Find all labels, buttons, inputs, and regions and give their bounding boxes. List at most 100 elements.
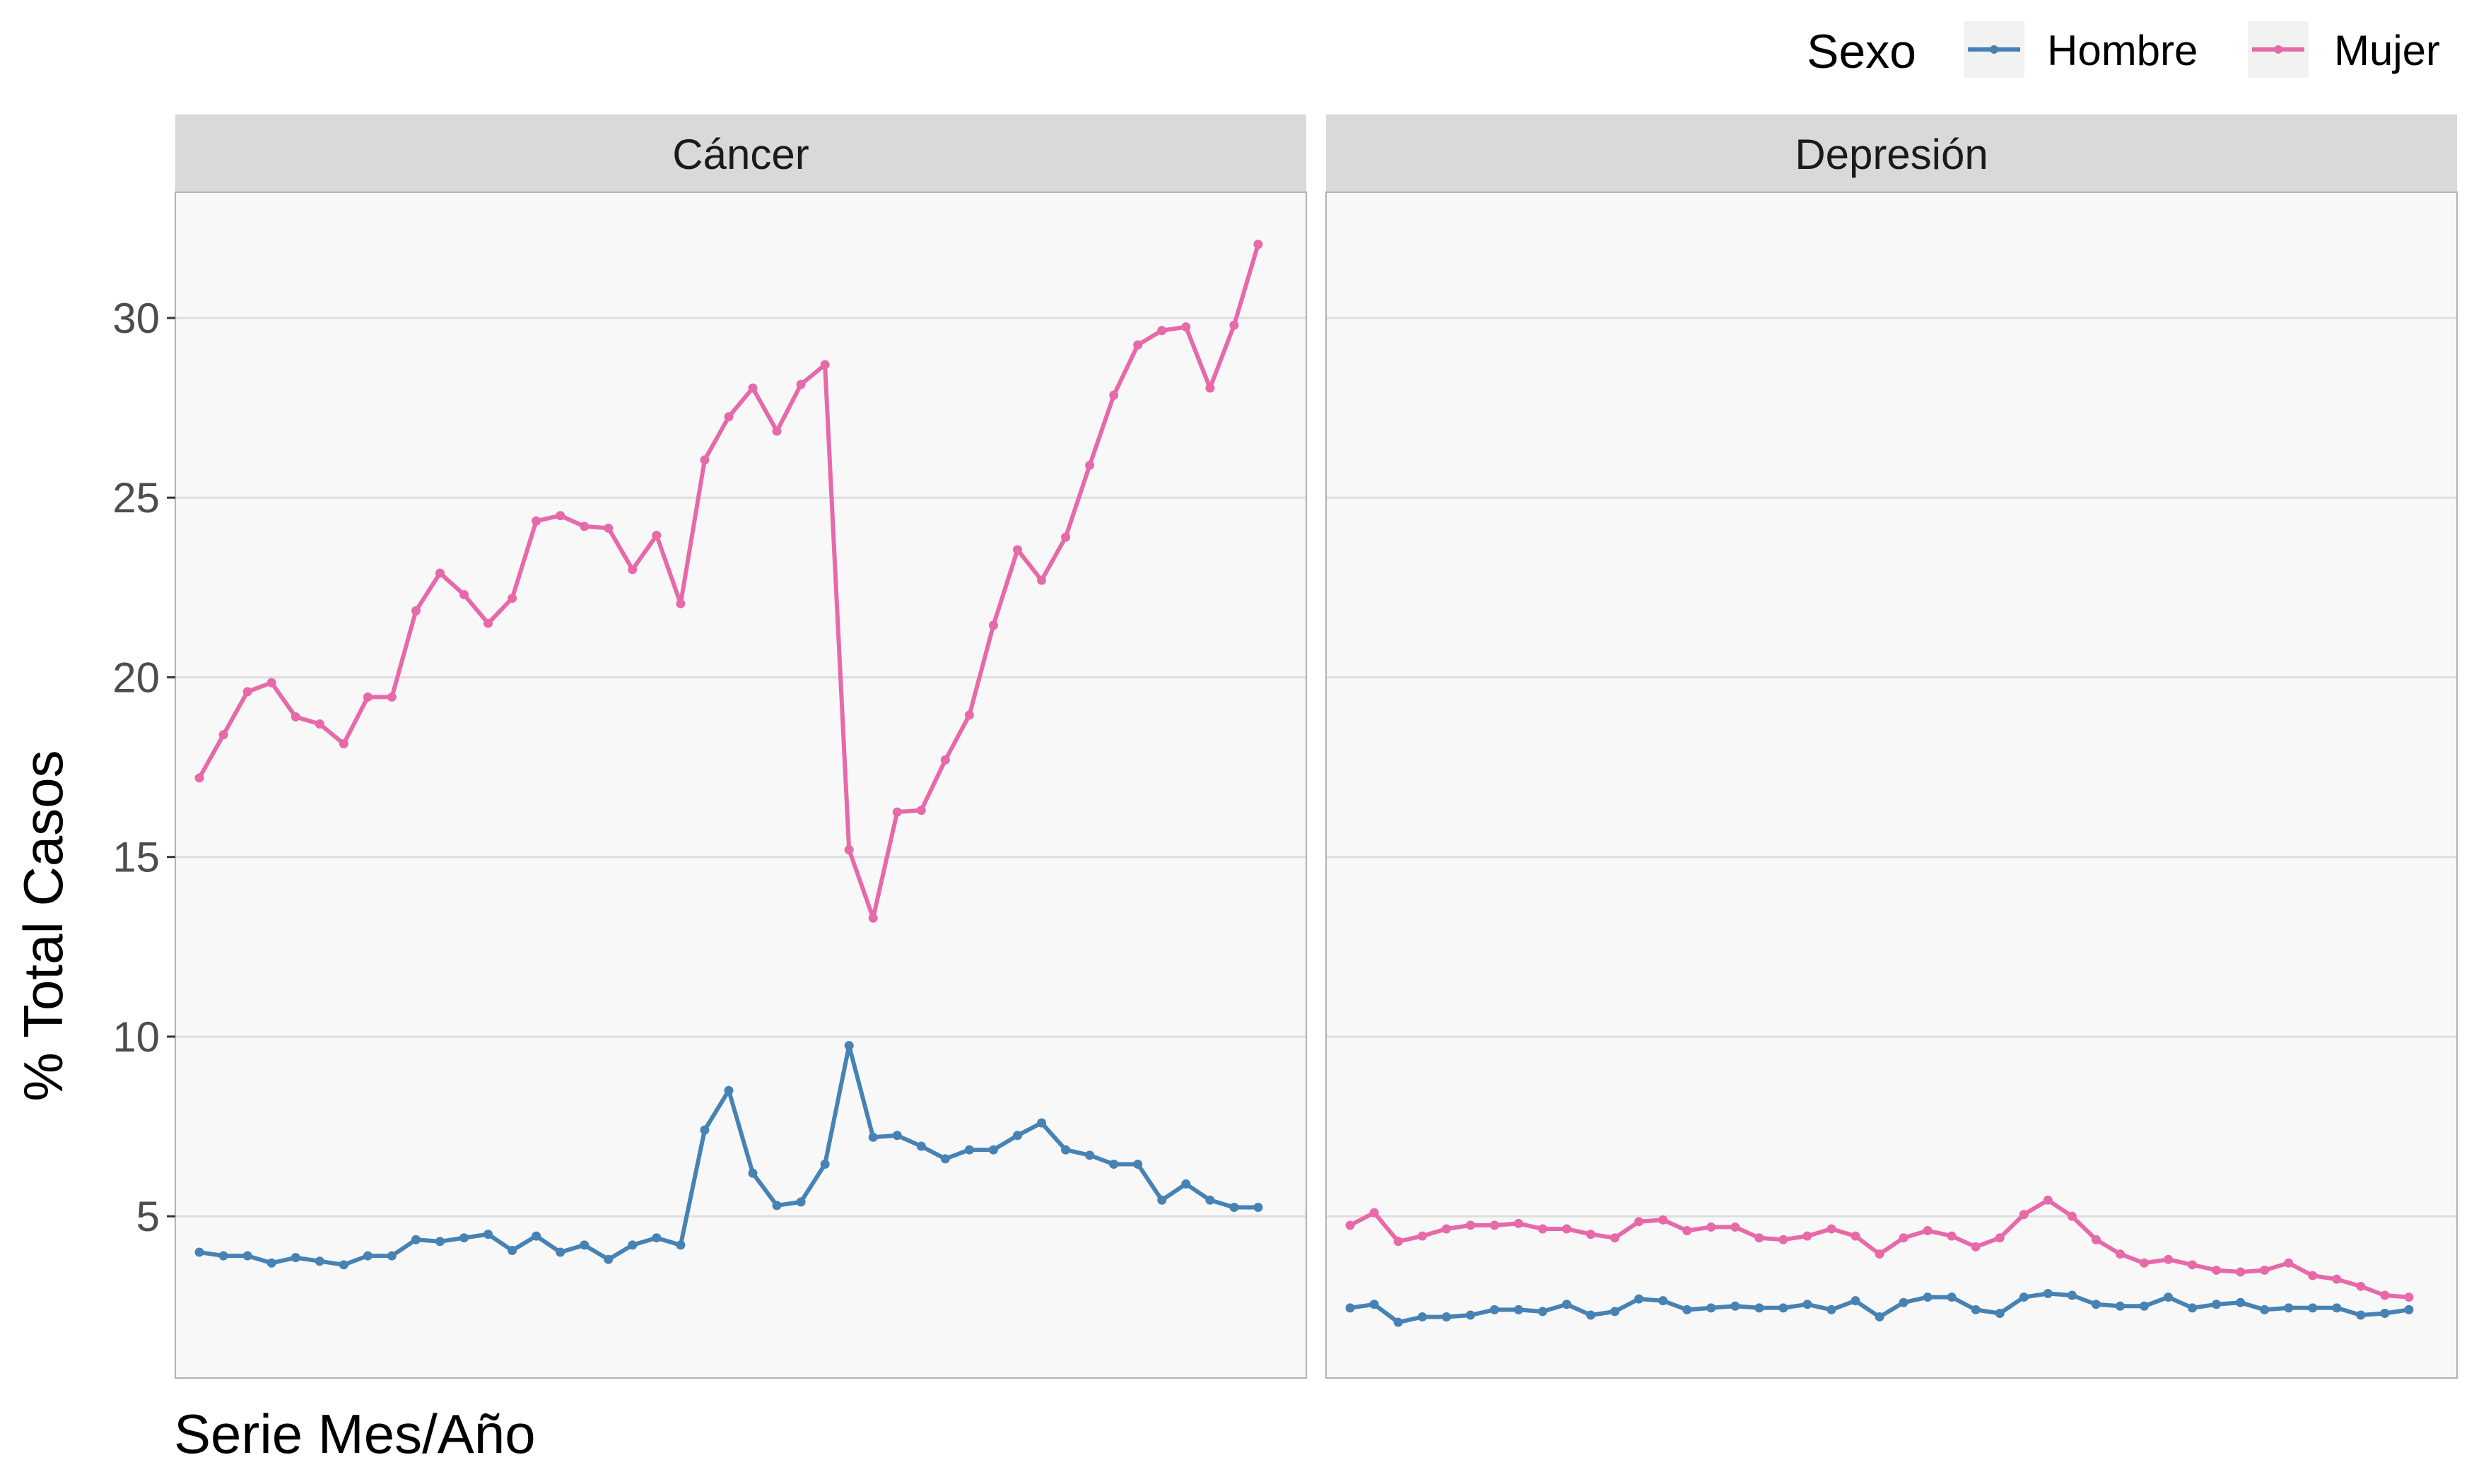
point-hombre-depresion <box>1417 1312 1427 1322</box>
point-hombre-depresion <box>1441 1312 1451 1322</box>
point-mujer-depresion <box>2212 1265 2222 1275</box>
y-tick-label: 25 <box>112 474 160 522</box>
legend-label-hombre: Hombre <box>2047 27 2198 74</box>
point-hombre-depresion <box>2067 1290 2077 1300</box>
point-mujer-cancer <box>844 845 854 855</box>
point-mujer-depresion <box>2019 1210 2029 1220</box>
point-hombre-cancer <box>1157 1195 1167 1205</box>
point-mujer-depresion <box>1634 1217 1644 1227</box>
point-hombre-cancer <box>483 1230 493 1239</box>
point-mujer-depresion <box>1610 1233 1620 1243</box>
point-mujer-depresion <box>1465 1220 1475 1230</box>
y-tick-label: 5 <box>136 1193 160 1240</box>
point-mujer-cancer <box>652 531 662 541</box>
point-mujer-depresion <box>2260 1265 2270 1275</box>
point-mujer-cancer <box>266 678 276 688</box>
point-mujer-depresion <box>2380 1290 2390 1300</box>
point-mujer-cancer <box>459 590 469 600</box>
point-hombre-cancer <box>892 1131 902 1141</box>
point-hombre-cancer <box>339 1260 348 1270</box>
point-mujer-depresion <box>1706 1222 1716 1232</box>
point-hombre-cancer <box>748 1168 758 1178</box>
point-mujer-cancer <box>1061 532 1071 542</box>
point-hombre-depresion <box>1658 1296 1668 1306</box>
point-hombre-depresion <box>1923 1292 1933 1302</box>
point-hombre-depresion <box>2091 1300 2101 1309</box>
point-hombre-cancer <box>1253 1202 1263 1212</box>
point-hombre-cancer <box>772 1201 782 1211</box>
point-mujer-depresion <box>2163 1254 2173 1264</box>
panel-cancer: Cáncer <box>175 114 1307 1379</box>
point-mujer-cancer <box>1037 575 1047 585</box>
point-hombre-cancer <box>1109 1159 1119 1169</box>
panel-border-depresion <box>1325 192 2458 1379</box>
point-hombre-depresion <box>2380 1308 2390 1318</box>
point-mujer-cancer <box>483 618 493 628</box>
point-mujer-cancer <box>820 360 830 370</box>
y-axis: 5 10 15 20 25 30 <box>112 295 175 1240</box>
point-mujer-cancer <box>556 511 565 521</box>
strip-label-depresion: Depresión <box>1795 131 1988 178</box>
point-hombre-depresion <box>2308 1303 2318 1313</box>
point-mujer-cancer <box>1157 326 1167 336</box>
y-tick-label: 30 <box>112 295 160 342</box>
point-mujer-depresion <box>2356 1281 2366 1291</box>
point-hombre-depresion <box>1851 1296 1860 1306</box>
point-mujer-depresion <box>2091 1235 2101 1244</box>
point-mujer-cancer <box>796 379 806 389</box>
point-hombre-depresion <box>1899 1297 1909 1307</box>
point-mujer-cancer <box>628 565 638 575</box>
point-hombre-depresion <box>1947 1292 1957 1302</box>
point-mujer-cancer <box>868 913 878 923</box>
point-hombre-depresion <box>1585 1310 1595 1320</box>
point-mujer-depresion <box>2404 1292 2414 1302</box>
legend-label-mujer: Mujer <box>2334 27 2440 74</box>
point-mujer-depresion <box>1441 1224 1451 1234</box>
point-hombre-cancer <box>844 1041 854 1051</box>
point-mujer-cancer <box>508 594 517 603</box>
point-mujer-depresion <box>1995 1233 2005 1243</box>
point-mujer-depresion <box>1345 1220 1355 1230</box>
strip-label-cancer: Cáncer <box>672 131 809 178</box>
point-hombre-cancer <box>315 1256 324 1266</box>
point-hombre-depresion <box>1995 1308 2005 1318</box>
point-mujer-depresion <box>1971 1242 1981 1252</box>
plot-background-cancer <box>175 192 1306 1378</box>
point-hombre-depresion <box>1875 1312 1884 1322</box>
point-mujer-cancer <box>363 692 373 702</box>
point-mujer-cancer <box>1133 340 1143 350</box>
point-hombre-cancer <box>1012 1131 1022 1141</box>
point-hombre-cancer <box>1181 1179 1191 1189</box>
point-mujer-depresion <box>1899 1233 1909 1243</box>
plot-background-depresion <box>1326 192 2457 1378</box>
point-mujer-depresion <box>1754 1233 1764 1243</box>
point-mujer-cancer <box>218 730 228 740</box>
point-hombre-depresion <box>1634 1294 1644 1304</box>
point-hombre-depresion <box>1971 1305 1981 1314</box>
point-mujer-cancer <box>435 568 445 578</box>
point-hombre-cancer <box>266 1258 276 1268</box>
legend-key-hombre-point <box>1990 45 1998 54</box>
point-hombre-cancer <box>868 1132 878 1142</box>
point-hombre-depresion <box>1730 1301 1740 1311</box>
point-hombre-cancer <box>988 1145 998 1155</box>
point-hombre-depresion <box>1754 1303 1764 1313</box>
point-mujer-cancer <box>700 455 710 465</box>
point-hombre-depresion <box>2139 1301 2149 1311</box>
point-hombre-cancer <box>628 1240 638 1250</box>
point-mujer-depresion <box>1417 1231 1427 1241</box>
point-hombre-cancer <box>508 1245 517 1255</box>
point-mujer-depresion <box>1851 1231 1860 1241</box>
point-hombre-cancer <box>194 1247 204 1257</box>
point-hombre-cancer <box>1205 1195 1215 1205</box>
point-hombre-cancer <box>1229 1202 1239 1212</box>
point-hombre-cancer <box>1133 1159 1143 1169</box>
point-mujer-depresion <box>1585 1230 1595 1239</box>
point-mujer-depresion <box>2115 1249 2125 1259</box>
point-mujer-depresion <box>1778 1235 1788 1244</box>
point-mujer-depresion <box>1802 1231 1812 1241</box>
point-mujer-cancer <box>892 807 902 817</box>
point-mujer-depresion <box>1513 1218 1523 1228</box>
panels: Cáncer Depresión <box>175 114 2458 1379</box>
point-hombre-cancer <box>242 1251 252 1261</box>
